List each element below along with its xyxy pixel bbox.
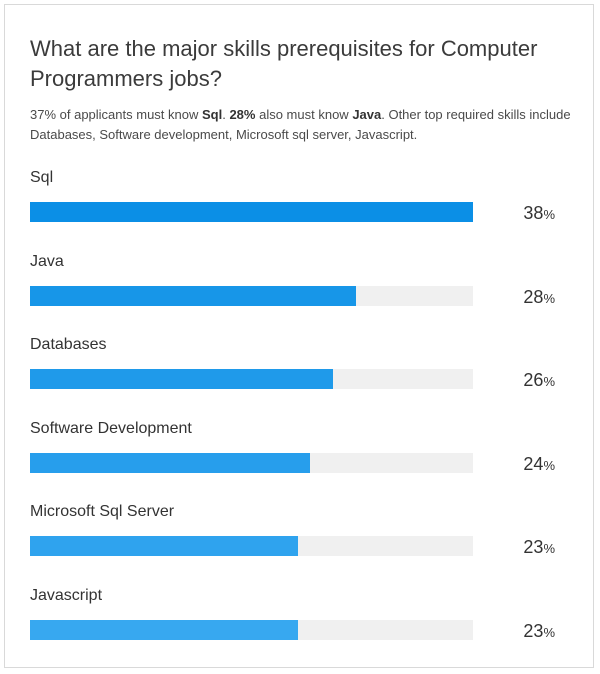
bar-value-number: 24 bbox=[523, 453, 544, 474]
bar-value-label: 38% bbox=[495, 201, 555, 227]
bar-value-number: 23 bbox=[523, 537, 544, 557]
bar-fill bbox=[30, 285, 356, 306]
bar-fill bbox=[30, 619, 298, 640]
bar-value-unit: % bbox=[543, 624, 555, 640]
chart-subtitle: 37% of applicants must know Sql. 28% als… bbox=[30, 105, 575, 145]
subtitle-bold-percent: 28% bbox=[229, 107, 256, 122]
bar-row: Software Development 24% bbox=[5, 419, 595, 503]
bar-value-label: 24% bbox=[495, 452, 555, 478]
subtitle-bold-sql: Sql bbox=[201, 107, 223, 122]
bar-value-number: 23 bbox=[523, 620, 544, 641]
bar-fill bbox=[30, 202, 473, 222]
bar-row: Sql 38% bbox=[5, 168, 595, 252]
bar-track bbox=[30, 536, 473, 556]
bar-label: Microsoft Sql Server bbox=[30, 503, 175, 520]
bar-label: Software Development bbox=[30, 419, 192, 437]
bar-value-number: 26 bbox=[523, 370, 544, 390]
bar-value-unit: % bbox=[543, 374, 555, 389]
subtitle-text-1: 37% of applicants must know bbox=[30, 107, 202, 122]
subtitle-text-2: . bbox=[222, 107, 230, 122]
bar-track bbox=[30, 285, 473, 306]
bar-label: Sql bbox=[30, 169, 54, 186]
chart-card: What are the major skills prerequisites … bbox=[4, 4, 594, 668]
bar-value-label: 28% bbox=[495, 285, 555, 311]
bar-row: Java 28% bbox=[5, 252, 595, 336]
bar-row: Microsoft Sql Server 23% bbox=[5, 502, 595, 586]
bar-value-label: 26% bbox=[495, 368, 555, 394]
subtitle-text-3: also must know bbox=[255, 107, 353, 122]
bar-value-unit: % bbox=[543, 207, 555, 222]
bar-fill bbox=[30, 536, 298, 556]
chart-title: What are the major skills prerequisites … bbox=[30, 36, 538, 91]
subtitle-text-4: . Other top required skills include Data… bbox=[30, 107, 571, 142]
bar-value-unit: % bbox=[543, 290, 555, 306]
bar-track bbox=[30, 452, 473, 473]
bar-value-number: 28 bbox=[523, 286, 544, 307]
bar-row: Databases 26% bbox=[5, 335, 595, 419]
bar-fill bbox=[30, 369, 333, 389]
bar-value-number: 38 bbox=[523, 203, 544, 223]
bar-value-label: 23% bbox=[495, 619, 555, 645]
bar-fill bbox=[30, 452, 310, 473]
bar-label: Databases bbox=[30, 336, 107, 353]
bar-value-unit: % bbox=[543, 541, 555, 556]
bar-label: Javascript bbox=[30, 586, 103, 604]
bar-row: Javascript 23% bbox=[5, 586, 595, 670]
bar-value-label: 23% bbox=[495, 535, 555, 561]
bar-value-unit: % bbox=[543, 457, 555, 473]
bar-label: Java bbox=[30, 252, 64, 270]
subtitle-bold-java: Java bbox=[352, 107, 382, 122]
bar-track bbox=[30, 369, 473, 389]
bar-track bbox=[30, 202, 473, 222]
bar-track bbox=[30, 619, 473, 640]
